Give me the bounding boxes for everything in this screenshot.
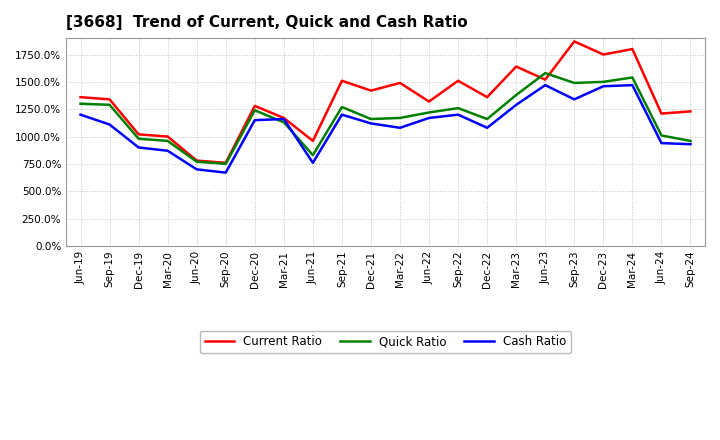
Quick Ratio xyxy=(105,102,114,107)
Current Ratio xyxy=(309,138,318,143)
Cash Ratio xyxy=(309,160,318,165)
Current Ratio xyxy=(570,39,579,44)
Cash Ratio xyxy=(192,167,201,172)
Quick Ratio xyxy=(135,136,143,141)
Quick Ratio xyxy=(76,101,85,106)
Current Ratio xyxy=(628,46,636,51)
Quick Ratio xyxy=(309,153,318,158)
Current Ratio xyxy=(657,111,666,116)
Line: Current Ratio: Current Ratio xyxy=(81,41,690,163)
Cash Ratio xyxy=(425,115,433,121)
Cash Ratio xyxy=(396,125,405,130)
Quick Ratio xyxy=(366,117,375,122)
Current Ratio xyxy=(454,78,462,84)
Current Ratio xyxy=(425,99,433,104)
Cash Ratio xyxy=(135,145,143,150)
Current Ratio xyxy=(541,77,549,82)
Quick Ratio xyxy=(222,161,230,166)
Current Ratio xyxy=(396,81,405,86)
Cash Ratio xyxy=(541,82,549,88)
Current Ratio xyxy=(338,78,346,84)
Line: Cash Ratio: Cash Ratio xyxy=(81,85,690,172)
Quick Ratio xyxy=(657,133,666,138)
Legend: Current Ratio, Quick Ratio, Cash Ratio: Current Ratio, Quick Ratio, Cash Ratio xyxy=(200,331,571,353)
Quick Ratio xyxy=(483,117,492,122)
Text: [3668]  Trend of Current, Quick and Cash Ratio: [3668] Trend of Current, Quick and Cash … xyxy=(66,15,467,30)
Current Ratio xyxy=(512,64,521,69)
Quick Ratio xyxy=(192,159,201,164)
Quick Ratio xyxy=(599,79,608,84)
Cash Ratio xyxy=(686,142,695,147)
Cash Ratio xyxy=(570,97,579,102)
Quick Ratio xyxy=(279,120,288,125)
Current Ratio xyxy=(366,88,375,93)
Cash Ratio xyxy=(657,140,666,146)
Quick Ratio xyxy=(454,106,462,111)
Current Ratio xyxy=(192,158,201,163)
Cash Ratio xyxy=(105,122,114,127)
Quick Ratio xyxy=(541,70,549,76)
Current Ratio xyxy=(279,115,288,121)
Cash Ratio xyxy=(454,112,462,117)
Current Ratio xyxy=(251,103,259,109)
Current Ratio xyxy=(483,95,492,100)
Quick Ratio xyxy=(251,108,259,113)
Current Ratio xyxy=(686,109,695,114)
Quick Ratio xyxy=(163,138,172,143)
Cash Ratio xyxy=(222,170,230,175)
Current Ratio xyxy=(222,160,230,165)
Quick Ratio xyxy=(686,138,695,143)
Cash Ratio xyxy=(251,117,259,123)
Line: Quick Ratio: Quick Ratio xyxy=(81,73,690,164)
Quick Ratio xyxy=(628,75,636,80)
Quick Ratio xyxy=(425,110,433,115)
Current Ratio xyxy=(105,97,114,102)
Current Ratio xyxy=(76,95,85,100)
Cash Ratio xyxy=(599,84,608,89)
Cash Ratio xyxy=(338,112,346,117)
Current Ratio xyxy=(135,132,143,137)
Quick Ratio xyxy=(570,81,579,86)
Current Ratio xyxy=(599,52,608,57)
Cash Ratio xyxy=(163,148,172,154)
Cash Ratio xyxy=(628,82,636,88)
Cash Ratio xyxy=(512,102,521,107)
Quick Ratio xyxy=(396,115,405,121)
Quick Ratio xyxy=(512,92,521,98)
Cash Ratio xyxy=(76,112,85,117)
Cash Ratio xyxy=(483,125,492,130)
Current Ratio xyxy=(163,134,172,139)
Quick Ratio xyxy=(338,104,346,110)
Cash Ratio xyxy=(279,117,288,122)
Cash Ratio xyxy=(366,121,375,126)
